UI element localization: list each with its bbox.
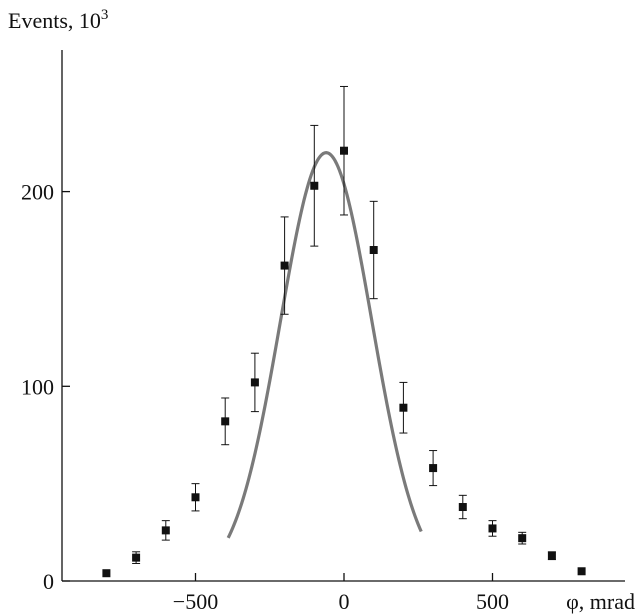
data-point: [577, 567, 586, 576]
data-point: [429, 464, 438, 473]
y-axis-title-exponent: 3: [101, 7, 109, 23]
x-axis-title: φ, mrad: [566, 589, 635, 614]
data-point: [518, 534, 527, 543]
x-tick-label: 0: [339, 589, 350, 614]
y-tick-label: 100: [21, 374, 54, 399]
data-point: [280, 261, 289, 270]
data-point: [547, 551, 556, 560]
data-points-group: [102, 85, 586, 578]
data-point: [102, 569, 111, 578]
x-tick-label: 500: [476, 589, 509, 614]
data-point: [458, 503, 467, 512]
data-point: [221, 417, 230, 426]
data-point: [310, 181, 319, 190]
data-point: [369, 246, 378, 255]
data-point: [488, 524, 497, 533]
data-point: [161, 526, 170, 535]
y-axis-title: Events, 103: [8, 7, 108, 33]
data-point: [250, 378, 259, 387]
y-tick-label: 200: [21, 180, 54, 205]
data-point: [340, 146, 348, 155]
ticks: −500 0 500 0 100 200: [21, 180, 509, 614]
fit-curve-group: [226, 151, 423, 539]
gaussian-fit-curve: [226, 151, 423, 539]
data-point: [132, 553, 141, 562]
x-tick-label: −500: [173, 589, 218, 614]
data-point: [399, 403, 408, 412]
data-point: [191, 493, 200, 502]
y-tick-label: 0: [43, 569, 54, 594]
